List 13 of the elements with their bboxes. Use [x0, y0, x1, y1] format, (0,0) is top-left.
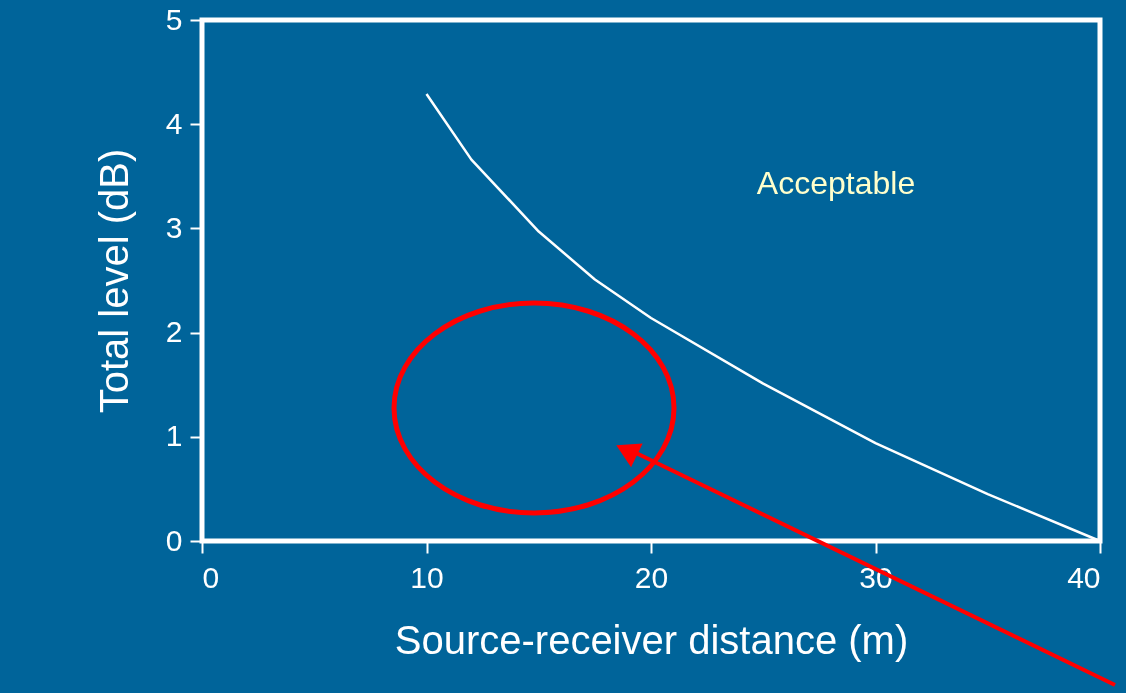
y-tick-label: 1 [165, 419, 183, 453]
y-tick-label: 5 [165, 2, 183, 36]
x-tick-label: 20 [634, 560, 669, 594]
y-tick-label: 2 [165, 315, 183, 349]
x-tick-label: 0 [202, 560, 220, 594]
y-tick-label: 4 [165, 106, 183, 140]
y-axis-title: Total level (dB) [91, 148, 136, 414]
x-tick-label: 40 [1067, 560, 1101, 594]
x-axis-title: Source-receiver distance (m) [394, 617, 909, 662]
y-tick-label: 3 [165, 210, 183, 244]
x-tick-label: 10 [410, 560, 444, 594]
y-tick-label: 0 [165, 523, 183, 557]
annotation: Acceptable [756, 165, 916, 201]
